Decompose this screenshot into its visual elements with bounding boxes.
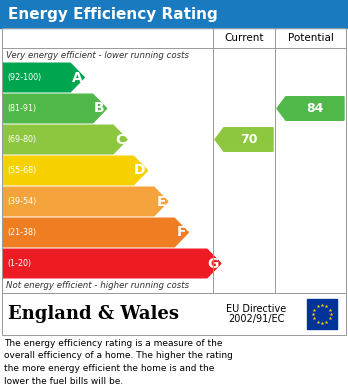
Text: (21-38): (21-38) xyxy=(7,228,36,237)
Text: A: A xyxy=(72,70,82,84)
Text: 70: 70 xyxy=(240,133,257,146)
Polygon shape xyxy=(3,218,188,247)
Text: D: D xyxy=(134,163,145,178)
Bar xyxy=(2,28,346,293)
Bar xyxy=(2,293,346,335)
Text: G: G xyxy=(207,256,219,271)
Text: Current: Current xyxy=(224,33,264,43)
Text: (39-54): (39-54) xyxy=(7,197,36,206)
Text: Energy Efficiency Rating: Energy Efficiency Rating xyxy=(8,7,218,22)
Text: Not energy efficient - higher running costs: Not energy efficient - higher running co… xyxy=(6,282,189,291)
Polygon shape xyxy=(3,156,148,185)
Polygon shape xyxy=(3,249,221,278)
Text: (81-91): (81-91) xyxy=(7,104,36,113)
Text: Potential: Potential xyxy=(287,33,333,43)
Text: C: C xyxy=(115,133,125,147)
Text: E: E xyxy=(156,194,166,208)
Text: England & Wales: England & Wales xyxy=(8,305,179,323)
Polygon shape xyxy=(215,128,273,151)
Text: 2002/91/EC: 2002/91/EC xyxy=(228,314,284,324)
Text: The energy efficiency rating is a measure of the
overall efficiency of a home. T: The energy efficiency rating is a measur… xyxy=(4,339,233,386)
Polygon shape xyxy=(3,63,84,92)
Text: F: F xyxy=(177,226,186,240)
Text: (1-20): (1-20) xyxy=(7,259,31,268)
Bar xyxy=(307,299,337,329)
Text: EU Directive: EU Directive xyxy=(226,304,286,314)
Text: 84: 84 xyxy=(306,102,324,115)
Polygon shape xyxy=(3,125,127,154)
Text: (55-68): (55-68) xyxy=(7,166,36,175)
Text: Very energy efficient - lower running costs: Very energy efficient - lower running co… xyxy=(6,50,189,59)
Polygon shape xyxy=(3,187,168,216)
Text: (92-100): (92-100) xyxy=(7,73,41,82)
Text: B: B xyxy=(94,102,105,115)
Polygon shape xyxy=(277,97,344,120)
Text: (69-80): (69-80) xyxy=(7,135,36,144)
Polygon shape xyxy=(3,94,107,123)
Bar xyxy=(0,0,348,28)
